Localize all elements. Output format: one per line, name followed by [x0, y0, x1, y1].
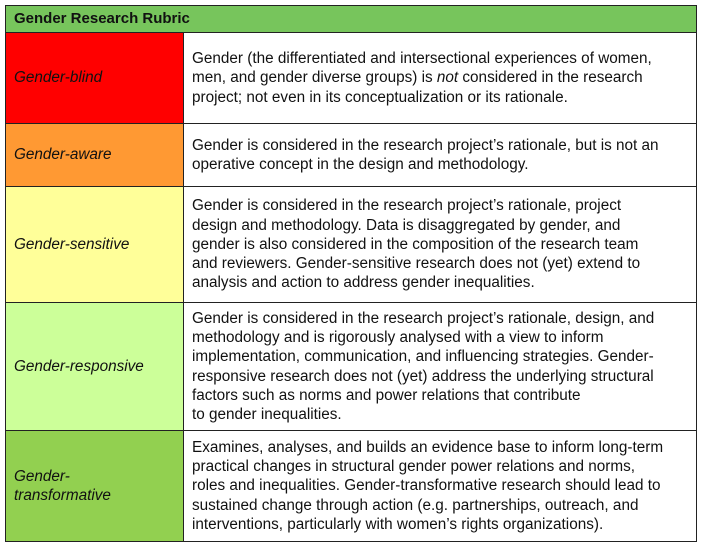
description-line: practical changes in structural gender p… — [192, 457, 688, 476]
rubric-description: Examines, analyses, and builds an eviden… — [183, 430, 697, 542]
description-line: Gender is considered in the research pro… — [192, 309, 688, 328]
description-line: Gender is considered in the research pro… — [192, 196, 688, 215]
description-line: factors such as norms and power relation… — [192, 386, 688, 405]
description-line: methodology and is rigorously analysed w… — [192, 328, 688, 347]
rubric-level: Gender-transformative — [5, 430, 184, 542]
text-segment: Gender is considered in the research pro… — [192, 309, 655, 327]
level-label: Gender-sensitive — [14, 235, 130, 253]
text-segment: gender is also considered in the composi… — [192, 235, 639, 253]
text-segment: sustained change through action (e.g. pa… — [192, 496, 639, 514]
text-segment: roles and inequalities. Gender-transform… — [192, 477, 661, 495]
description-line: Examines, analyses, and builds an eviden… — [192, 438, 688, 457]
text-segment: interventions, particularly with women’s… — [192, 515, 604, 533]
level-label: Gender-blind — [14, 69, 103, 87]
description-line: responsive research does not (yet) addre… — [192, 367, 688, 386]
text-segment: analysis and action to address gender in… — [192, 274, 535, 292]
rubric-description: Gender is considered in the research pro… — [183, 186, 697, 303]
gender-research-rubric-table: Gender Research Rubric Gender-blind Gende… — [5, 5, 697, 542]
text-segment: men, and gender diverse groups) is — [192, 69, 437, 87]
text-segment: Examines, analyses, and builds an eviden… — [192, 438, 664, 456]
text-segment: project; not even in its conceptualizati… — [192, 88, 568, 106]
rubric-description: Gender is considered in the research pro… — [183, 123, 697, 187]
text-segment: operative concept in the design and meth… — [192, 156, 529, 173]
text-segment: implementation, communication, and influ… — [192, 348, 654, 366]
text-segment: design and methodology. Data is disaggre… — [192, 216, 621, 234]
level-label: Gender-aware — [14, 146, 112, 164]
description-line: gender is also considered in the composi… — [192, 235, 688, 254]
text-segment: practical changes in structural gender p… — [192, 458, 635, 476]
text-segment: considered in the research — [458, 69, 643, 87]
description-line: operative concept in the design and meth… — [192, 155, 688, 174]
rubric-level: Gender-blind — [5, 32, 184, 124]
level-label: Gender-responsive — [14, 357, 144, 375]
description-line: design and methodology. Data is disaggre… — [192, 216, 688, 235]
text-segment: and reviewers. Gender-sensitive research… — [192, 255, 641, 273]
description-line: sustained change through action (e.g. pa… — [192, 496, 688, 515]
rubric-row: Gender-transformative Examines, analyses,… — [5, 430, 697, 542]
level-label: transformative — [14, 487, 111, 504]
text-segment: to gender inequalities. — [192, 405, 342, 423]
rubric-description: Gender is considered in the research pro… — [183, 302, 697, 431]
description-line: analysis and action to address gender in… — [192, 273, 688, 292]
text-segment: Gender (the differentiated and intersect… — [192, 50, 652, 68]
table-header-row: Gender Research Rubric — [5, 5, 697, 33]
rubric-row: Gender-sensitive Gender is considered in … — [5, 186, 697, 303]
description-line: interventions, particularly with women’s… — [192, 515, 688, 534]
description-line: project; not even in its conceptualizati… — [192, 88, 688, 107]
text-segment: methodology and is rigorously analysed w… — [192, 329, 604, 347]
rubric-level: Gender-responsive — [5, 302, 184, 431]
rubric-row: Gender-aware Gender is considered in the … — [5, 123, 697, 187]
description-line: Gender (the differentiated and intersect… — [192, 49, 688, 68]
rubric-level: Gender-aware — [5, 123, 184, 187]
description-line: roles and inequalities. Gender-transform… — [192, 476, 688, 495]
description-line: men, and gender diverse groups) is not c… — [192, 68, 688, 87]
rubric-row: Gender-blind Gender (the differentiated a… — [5, 32, 697, 124]
text-segment: Gender is considered in the research pro… — [192, 197, 622, 215]
rubric-row: Gender-responsive Gender is considered in… — [5, 302, 697, 431]
text-segment: responsive research does not (yet) addre… — [192, 367, 654, 385]
rubric-level: Gender-sensitive — [5, 186, 184, 303]
text-segment: Gender is considered in the research pro… — [192, 136, 659, 154]
rubric-description: Gender (the differentiated and intersect… — [183, 32, 697, 124]
description-line: Gender is considered in the research pro… — [192, 136, 688, 155]
text-segment: factors such as norms and power relation… — [192, 386, 581, 404]
description-line: implementation, communication, and influ… — [192, 347, 688, 366]
emphasized-text: not — [436, 69, 459, 87]
level-label: Gender- — [14, 467, 70, 485]
description-line: and reviewers. Gender-sensitive research… — [192, 254, 688, 273]
table-title: Gender Research Rubric — [5, 5, 697, 33]
description-line: to gender inequalities. — [192, 405, 688, 424]
